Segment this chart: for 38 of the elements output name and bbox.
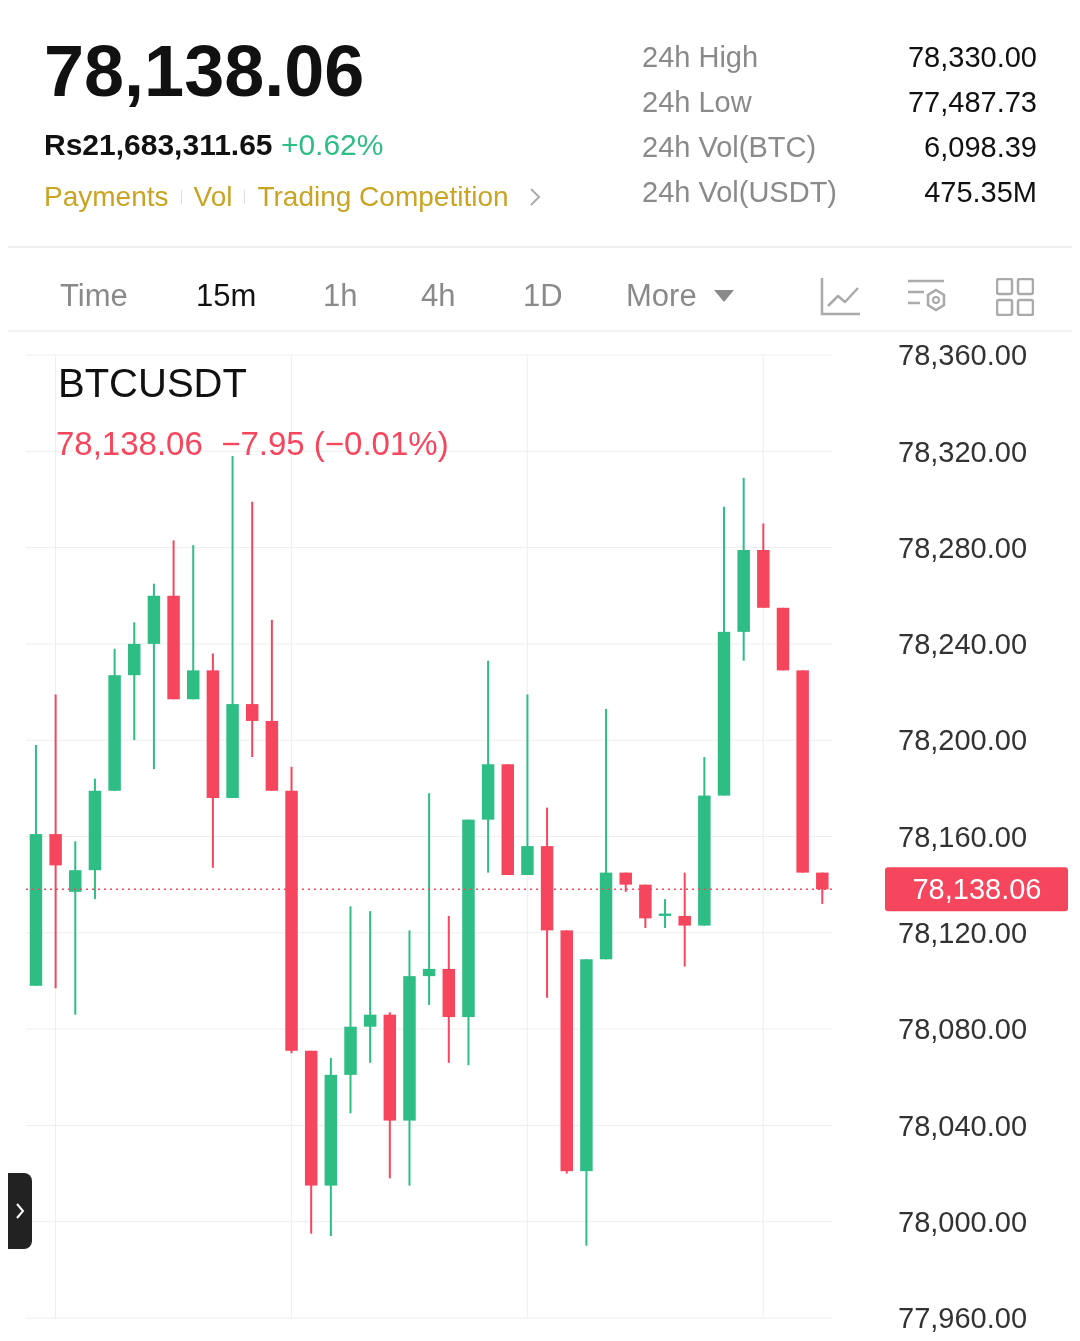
candlestick (69, 840, 82, 1016)
text: +0.62% (280, 128, 384, 161)
y-tick-label: 78,160.00 (898, 820, 1028, 853)
text: 78,138.06 −7.95 (−0.01%) (56, 425, 449, 462)
y-tick-label: 78,040.00 (898, 1109, 1028, 1142)
chart-title: BTCUSDT (58, 361, 247, 405)
text: Payments (44, 181, 169, 213)
text: 24h Vol(BTC) (642, 131, 817, 163)
text: Trading Competition (257, 181, 509, 213)
text: Time (60, 278, 128, 313)
text: 78,138.06 (44, 31, 365, 111)
y-tick-label: 78,320.00 (898, 435, 1028, 468)
text: 77,487.73 (907, 86, 1037, 118)
text: Vol (193, 181, 233, 213)
text: 24h Vol(USDT) (642, 176, 838, 208)
candlestick (363, 910, 377, 1064)
y-tick-label: 78,000.00 (898, 1205, 1028, 1238)
text: 475.35M (924, 176, 1037, 208)
text: 1D (523, 278, 563, 313)
y-tick-label: 78,360.00 (898, 339, 1028, 372)
text: 24h High (642, 41, 759, 73)
text: 6,098.39 (924, 131, 1037, 163)
text: More (626, 278, 697, 313)
text: 1h (323, 278, 358, 313)
y-tick-label: 77,960.00 (898, 1302, 1028, 1335)
text: 24h Low (642, 86, 752, 118)
ref-line-label: 78,138.06 (912, 873, 1042, 906)
text: 78,330.00 (907, 41, 1037, 73)
y-tick-label: 78,120.00 (898, 917, 1028, 950)
candlestick (245, 500, 259, 759)
text: 15m (196, 278, 257, 313)
candlestick (422, 792, 436, 1007)
y-tick-label: 78,240.00 (898, 628, 1028, 661)
text: 4h (421, 278, 456, 313)
y-tick-label: 78,280.00 (898, 531, 1028, 564)
text: Rs21,683,311.65 (44, 128, 273, 161)
y-tick-label: 78,200.00 (898, 724, 1028, 757)
y-tick-label: 78,080.00 (898, 1013, 1028, 1046)
